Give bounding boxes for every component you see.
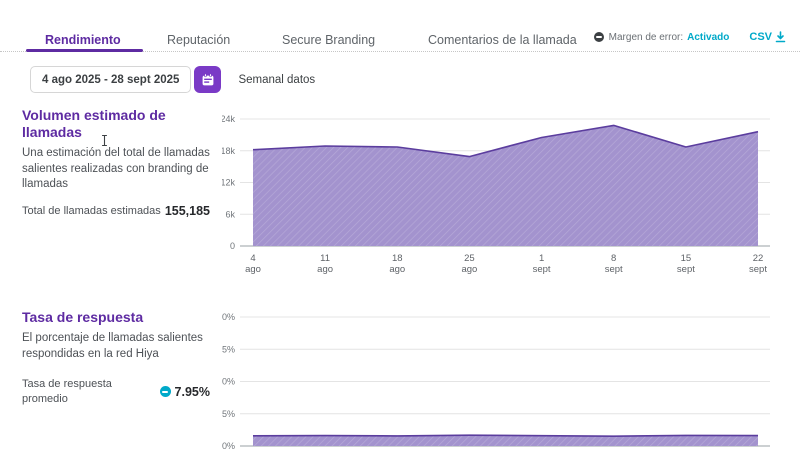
metric-label: Tasa de respuesta promedio — [22, 378, 112, 405]
svg-text:18k: 18k — [222, 146, 235, 156]
download-icon — [775, 31, 786, 43]
date-range-input[interactable]: 4 ago 2025 - 28 sept 2025 — [30, 66, 192, 93]
svg-text:24k: 24k — [222, 114, 235, 124]
date-toolbar: 4 ago 2025 - 28 sept 2025 Semanal datos — [30, 66, 315, 93]
svg-text:0: 0 — [230, 241, 235, 251]
margin-of-error-label: Margen de error: — [608, 31, 684, 43]
minus-circle-icon[interactable] — [593, 32, 604, 42]
svg-text:50%: 50% — [222, 377, 235, 387]
section-description: El porcentaje de llamadas salientes resp… — [22, 332, 203, 360]
section-title: Tasa de respuesta — [22, 309, 144, 325]
svg-text:25%: 25% — [222, 409, 235, 419]
svg-text:12k: 12k — [222, 178, 235, 188]
csv-label: CSV — [749, 31, 772, 43]
tab-rendimiento[interactable]: Rendimiento — [45, 33, 121, 47]
metric-value: 155,185 — [164, 203, 210, 218]
answer-rate-metric: Tasa de respuesta promedio 7.95% — [22, 377, 210, 406]
metric-label: Total de llamadas estimadas — [22, 204, 161, 217]
svg-text:100%: 100% — [222, 312, 235, 322]
answer-rate-area-chart[interactable]: 0%25%50%75%100%4ago11ago18ago25ago1sept8… — [222, 308, 797, 450]
volume-section-info: Volumen estimado de llamadas Una estimac… — [22, 107, 218, 218]
granularity-label: Semanal datos — [238, 73, 316, 86]
metric-value: 7.95% — [174, 384, 210, 399]
text-cursor-icon — [101, 134, 108, 147]
minus-circle-icon — [159, 386, 171, 397]
call-volume-area-chart[interactable]: 0 6k 12k 18k 24k 4 ago 11 ago 18 ago 25 ago 1 sept 8 sep… — [222, 110, 797, 282]
tab-comentarios-llamada[interactable]: Comentarios de la llamada — [428, 33, 577, 47]
section-title: Volumen estimado de llamadas — [22, 107, 166, 140]
header-right-controls: Margen de error: Activado CSV — [593, 31, 786, 43]
svg-text:75%: 75% — [222, 344, 235, 354]
csv-export-button[interactable]: CSV — [749, 31, 786, 43]
tab-bar: Rendimiento Reputación Secure Branding C… — [0, 0, 800, 52]
answer-rate-section-info: Tasa de respuesta El porcentaje de llama… — [22, 309, 218, 406]
calendar-button[interactable] — [194, 66, 222, 93]
svg-text:6k: 6k — [225, 209, 235, 219]
margin-of-error-status[interactable]: Activado — [687, 31, 730, 43]
section-description: Una estimación del total de llamadas sal… — [22, 147, 210, 190]
tab-secure-branding[interactable]: Secure Branding — [282, 33, 376, 47]
total-calls-metric: Total de llamadas estimadas 155,185 — [22, 204, 210, 219]
active-tab-underline — [26, 49, 143, 52]
calendar-icon — [202, 72, 214, 85]
svg-text:0%: 0% — [222, 441, 235, 450]
tab-reputacion[interactable]: Reputación — [167, 33, 231, 47]
